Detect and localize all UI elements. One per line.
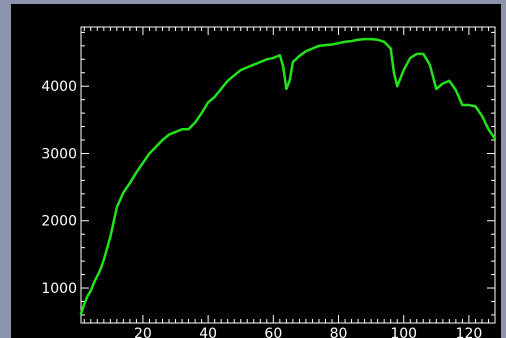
x-tick-label: 80 (330, 326, 348, 338)
x-tick-label: 120 (456, 326, 483, 338)
axis-tick-labels: 20 40 60 80 100 120 1000 2000 3000 4000 (41, 79, 482, 338)
y-tick-label: 1000 (41, 281, 77, 297)
x-tick-label: 60 (264, 326, 282, 338)
y-tick-label: 3000 (41, 146, 77, 162)
y-tick-label: 2000 (41, 214, 77, 230)
axis-ticks (81, 27, 496, 323)
y-tick-label: 4000 (41, 79, 77, 95)
x-tick-label: 40 (199, 326, 217, 338)
series-line (79, 37, 497, 315)
x-tick-label: 100 (390, 326, 417, 338)
x-tick-label: 20 (134, 326, 152, 338)
plot-window: 20 40 60 80 100 120 1000 2000 3000 4000 (11, 4, 501, 338)
plot-area (80, 26, 496, 324)
line-chart: 20 40 60 80 100 120 1000 2000 3000 4000 (41, 26, 497, 338)
